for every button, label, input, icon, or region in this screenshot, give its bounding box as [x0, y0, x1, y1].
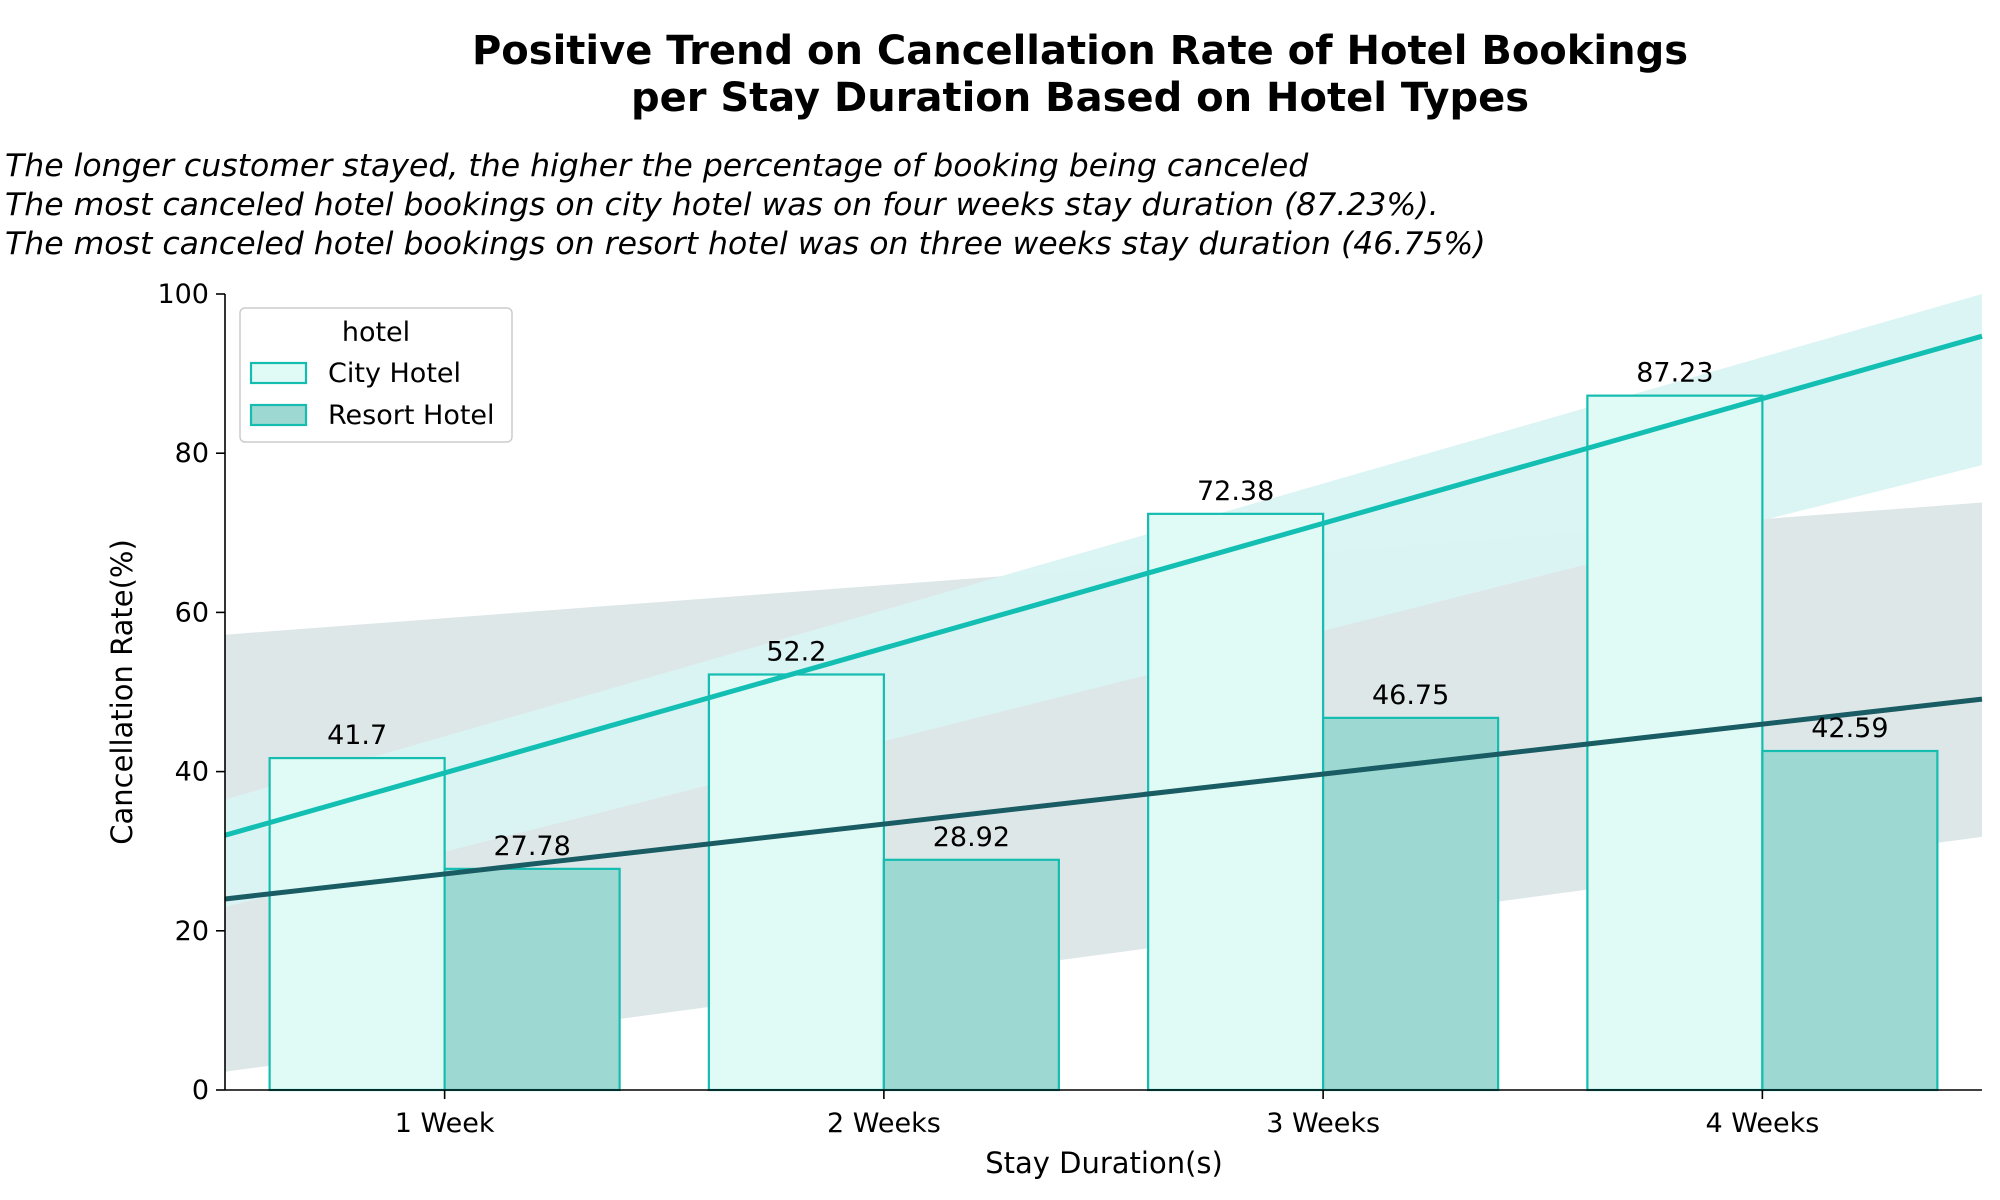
- bar-resort-hotel-1: [443, 867, 621, 1092]
- legend-label: Resort Hotel: [328, 400, 495, 431]
- chart-subtitle-line-3: The most canceled hotel bookings on reso…: [5, 226, 1486, 262]
- bar-city-hotel-2: [707, 673, 885, 1092]
- y-tick-label: 40: [175, 757, 209, 788]
- bar-label: 41.7: [327, 720, 387, 751]
- bar-label: 52.2: [766, 636, 826, 667]
- axes: 0 20 40 60 80 100 1 Week 2 Weeks 3 Weeks 4 Weeks: [157, 279, 1982, 1139]
- bar-label: 42.59: [1811, 713, 1888, 744]
- y-tick-label: 80: [175, 438, 209, 469]
- bar-resort-hotel-4: [1761, 749, 1939, 1092]
- legend-swatch-resort-hotel: [249, 403, 308, 427]
- y-tick-label: 20: [175, 916, 209, 947]
- chart-title-line-1: Positive Trend on Cancellation Rate of H…: [472, 28, 1688, 74]
- y-tick-label: 100: [157, 279, 209, 310]
- bar-resort-hotel-3: [1322, 716, 1500, 1092]
- bar-label: 28.92: [933, 822, 1010, 853]
- chart-title-line-2: per Stay Duration Based on Hotel Types: [631, 75, 1529, 121]
- legend-frame: [239, 307, 513, 443]
- legend-swatch-city-hotel: [249, 361, 308, 385]
- x-tick-label: 3 Weeks: [1266, 1108, 1380, 1139]
- chart-subtitle-line-1: The longer customer stayed, the higher t…: [5, 148, 1309, 184]
- x-tick-label: 2 Weeks: [827, 1108, 941, 1139]
- x-tick-label: 1 Week: [395, 1108, 495, 1139]
- legend: hotel City Hotel Resort Hotel: [239, 307, 513, 443]
- bar-label: 72.38: [1197, 476, 1274, 507]
- confidence-band-city-hotel: [225, 294, 1982, 907]
- x-tick-label: 4 Weeks: [1705, 1108, 1819, 1139]
- y-axis-label: Cancellation Rate(%): [105, 539, 139, 845]
- trend-line-city-hotel: [224, 333, 1983, 838]
- trend-line-resort-hotel: [224, 696, 1983, 902]
- confidence-bands: [225, 294, 1982, 1072]
- y-tick-label: 0: [192, 1075, 209, 1106]
- legend-title: hotel: [342, 317, 410, 348]
- bar-city-hotel-1: [268, 756, 446, 1092]
- bar-value-labels: 41.7 52.2 72.38 87.23 27.78 28.92 46.75 42.59: [327, 358, 1888, 862]
- bar-resort-hotel-2: [882, 858, 1060, 1092]
- chart-subtitle-line-2: The most canceled hotel bookings on city…: [5, 187, 1439, 223]
- bar-label: 46.75: [1372, 680, 1449, 711]
- bar-label: 27.78: [493, 831, 570, 862]
- bars: [268, 394, 1939, 1092]
- y-tick-label: 60: [175, 597, 209, 628]
- x-axis-label: Stay Duration(s): [985, 1146, 1223, 1180]
- bar-label: 87.23: [1636, 358, 1713, 389]
- legend-label: City Hotel: [328, 358, 461, 389]
- trend-lines: [224, 333, 1983, 902]
- bar-city-hotel-3: [1147, 512, 1325, 1092]
- confidence-band-resort-hotel: [225, 502, 1982, 1072]
